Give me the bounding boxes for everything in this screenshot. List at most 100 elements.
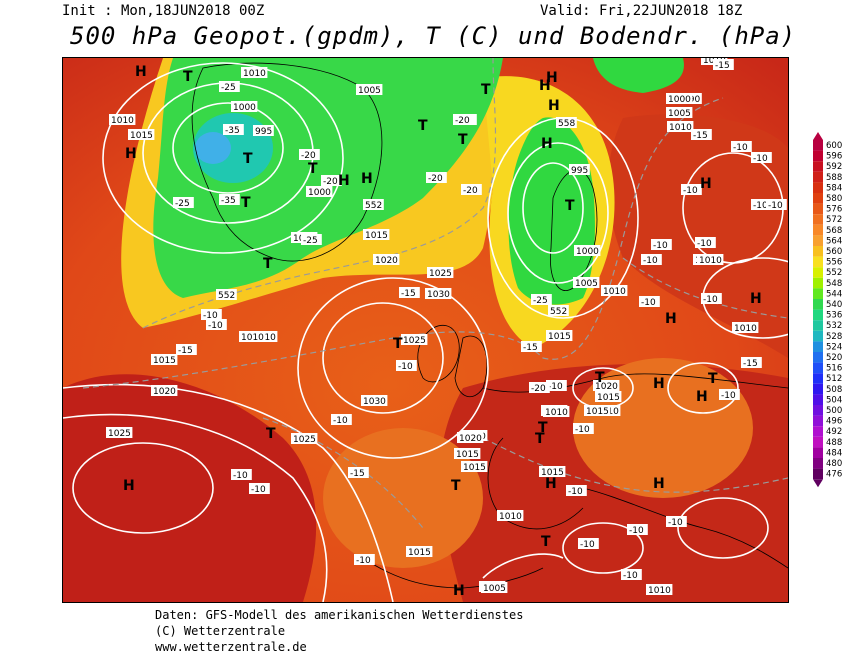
legend-swatch bbox=[813, 341, 823, 352]
low-pressure-center: T bbox=[266, 426, 276, 442]
svg-text:1010: 1010 bbox=[648, 586, 671, 596]
temperature-label: -25 bbox=[219, 81, 240, 93]
pressure-label: 552 bbox=[216, 289, 237, 301]
svg-text:-15: -15 bbox=[350, 469, 365, 479]
svg-text:1020: 1020 bbox=[595, 382, 618, 392]
footer-data-source: Daten: GFS-Modell des amerikanischen Wet… bbox=[155, 608, 524, 622]
legend-swatch bbox=[813, 320, 823, 331]
legend-swatch bbox=[813, 352, 823, 363]
svg-text:-10: -10 bbox=[721, 391, 736, 401]
pressure-label: 1015 bbox=[454, 448, 481, 460]
footer-website: www.wetterzentrale.de bbox=[155, 640, 307, 654]
temperature-label: -10 bbox=[249, 483, 270, 495]
pressure-label: 1010 bbox=[497, 510, 524, 522]
high-pressure-center: H bbox=[665, 311, 677, 327]
legend-value: 572 bbox=[826, 215, 842, 225]
legend-swatch bbox=[813, 468, 823, 480]
temperature-label: -20 bbox=[321, 175, 342, 187]
legend-value: 588 bbox=[826, 173, 842, 183]
temperature-label: -20 bbox=[426, 172, 447, 184]
legend-swatch bbox=[813, 373, 823, 384]
low-pressure-center: T bbox=[595, 370, 605, 386]
pressure-label: 1015 bbox=[539, 466, 566, 478]
temperature-label: -35 bbox=[219, 194, 240, 206]
high-pressure-center: H bbox=[539, 78, 551, 94]
high-pressure-center: H bbox=[545, 476, 557, 492]
low-pressure-center: T bbox=[183, 69, 193, 85]
legend-swatch bbox=[813, 193, 823, 204]
svg-text:-20: -20 bbox=[323, 177, 338, 187]
svg-text:552: 552 bbox=[218, 291, 235, 301]
svg-text:1015: 1015 bbox=[456, 450, 479, 460]
legend-value: 592 bbox=[826, 162, 842, 172]
legend-arrow-top bbox=[813, 132, 823, 140]
svg-text:1010: 1010 bbox=[241, 333, 264, 343]
temperature-label: -10 bbox=[641, 254, 662, 266]
temperature-label: -15 bbox=[176, 344, 197, 356]
svg-text:1020: 1020 bbox=[375, 256, 398, 266]
pressure-label: 1025 bbox=[291, 433, 318, 445]
legend-swatch bbox=[813, 150, 823, 162]
high-pressure-center: H bbox=[453, 583, 465, 599]
svg-text:1000: 1000 bbox=[233, 103, 256, 113]
temperature-label: -10 bbox=[666, 516, 687, 528]
svg-text:-10: -10 bbox=[575, 425, 590, 435]
high-pressure-center: H bbox=[653, 376, 665, 392]
pressure-label: 1020 bbox=[457, 432, 484, 444]
pressure-label: 552 bbox=[548, 305, 569, 317]
svg-text:1010: 1010 bbox=[603, 287, 626, 297]
svg-text:-35: -35 bbox=[225, 126, 240, 136]
pressure-label: 1015 bbox=[595, 391, 622, 403]
legend-value: 544 bbox=[826, 289, 842, 299]
temperature-label: -10 bbox=[621, 569, 642, 581]
legend-arrow-bottom bbox=[813, 479, 823, 488]
temperature-label: -10 bbox=[396, 360, 417, 372]
svg-text:1020: 1020 bbox=[459, 434, 482, 444]
pressure-label: 1010 bbox=[239, 331, 266, 343]
high-pressure-center: H bbox=[123, 478, 135, 494]
weather-map: 1010101010051000101599510001005101010151… bbox=[62, 57, 789, 603]
svg-text:-10: -10 bbox=[333, 416, 348, 426]
svg-text:1000: 1000 bbox=[576, 247, 599, 257]
temperature-label: -10 bbox=[639, 296, 660, 308]
svg-text:-10: -10 bbox=[580, 540, 595, 550]
svg-text:-10: -10 bbox=[733, 143, 748, 153]
legend-swatch bbox=[813, 246, 823, 257]
pressure-label: 1010 bbox=[241, 67, 268, 79]
svg-text:1025: 1025 bbox=[403, 336, 426, 346]
svg-text:-10: -10 bbox=[653, 241, 668, 251]
legend-swatch bbox=[813, 383, 823, 395]
svg-text:-10: -10 bbox=[697, 239, 712, 249]
legend-value: 508 bbox=[826, 385, 842, 395]
legend-value: 536 bbox=[826, 311, 842, 321]
svg-text:-15: -15 bbox=[401, 289, 416, 299]
legend-swatch bbox=[813, 436, 823, 448]
legend-swatch bbox=[813, 182, 823, 193]
pressure-label: 995 bbox=[253, 125, 274, 137]
high-pressure-center: H bbox=[135, 64, 147, 80]
legend-value: 596 bbox=[826, 152, 842, 162]
legend-value: 484 bbox=[826, 448, 842, 458]
svg-text:552: 552 bbox=[550, 307, 567, 317]
legend-value: 496 bbox=[826, 417, 842, 427]
low-pressure-center: T bbox=[708, 371, 718, 387]
temperature-label: -20 bbox=[529, 382, 550, 394]
high-pressure-center: H bbox=[653, 476, 665, 492]
pressure-label: 1030 bbox=[425, 288, 452, 300]
temperature-label: -10 bbox=[566, 485, 587, 497]
pressure-label: 1005 bbox=[481, 582, 508, 594]
svg-text:1010: 1010 bbox=[669, 123, 692, 133]
svg-text:-10: -10 bbox=[623, 571, 638, 581]
svg-text:1015: 1015 bbox=[153, 356, 176, 366]
svg-text:-20: -20 bbox=[455, 116, 470, 126]
legend-value: 476 bbox=[826, 470, 842, 480]
temperature-label: -10 bbox=[546, 380, 567, 392]
pressure-label: 1015 bbox=[363, 229, 390, 241]
svg-text:1010: 1010 bbox=[699, 256, 722, 266]
temperature-label: -15 bbox=[713, 59, 734, 71]
temperature-label: -10 bbox=[354, 554, 375, 566]
legend-value: 584 bbox=[826, 183, 842, 193]
coldest-core bbox=[195, 132, 231, 164]
svg-text:1025: 1025 bbox=[108, 429, 131, 439]
legend-value: 488 bbox=[826, 438, 842, 448]
